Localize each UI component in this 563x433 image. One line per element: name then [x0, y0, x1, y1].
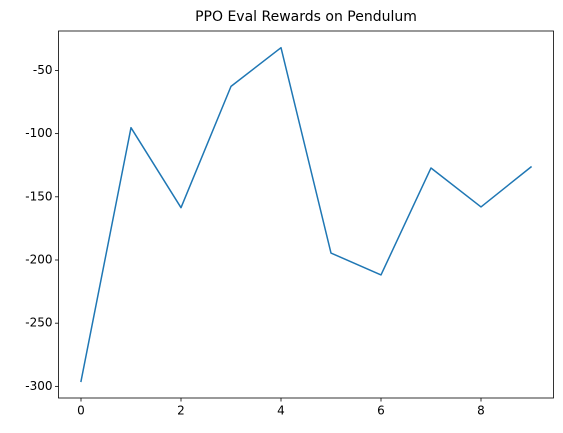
y-tick-label: -50 — [33, 63, 53, 77]
line-series — [80, 46, 533, 383]
x-tick-label: 0 — [77, 404, 85, 418]
x-tick-label: 2 — [177, 404, 185, 418]
x-tick-label: 6 — [377, 404, 385, 418]
chart-title: PPO Eval Rewards on Pendulum — [195, 9, 417, 25]
y-tick-label: -100 — [25, 126, 52, 140]
y-tick-label: -150 — [25, 189, 52, 203]
y-tick-label: -300 — [25, 379, 52, 393]
plot-frame — [58, 30, 554, 399]
x-tick-label: 8 — [477, 404, 485, 418]
y-tick-label: -250 — [25, 316, 52, 330]
y-tick-label: -200 — [25, 252, 52, 266]
x-tick-label: 4 — [277, 404, 285, 418]
